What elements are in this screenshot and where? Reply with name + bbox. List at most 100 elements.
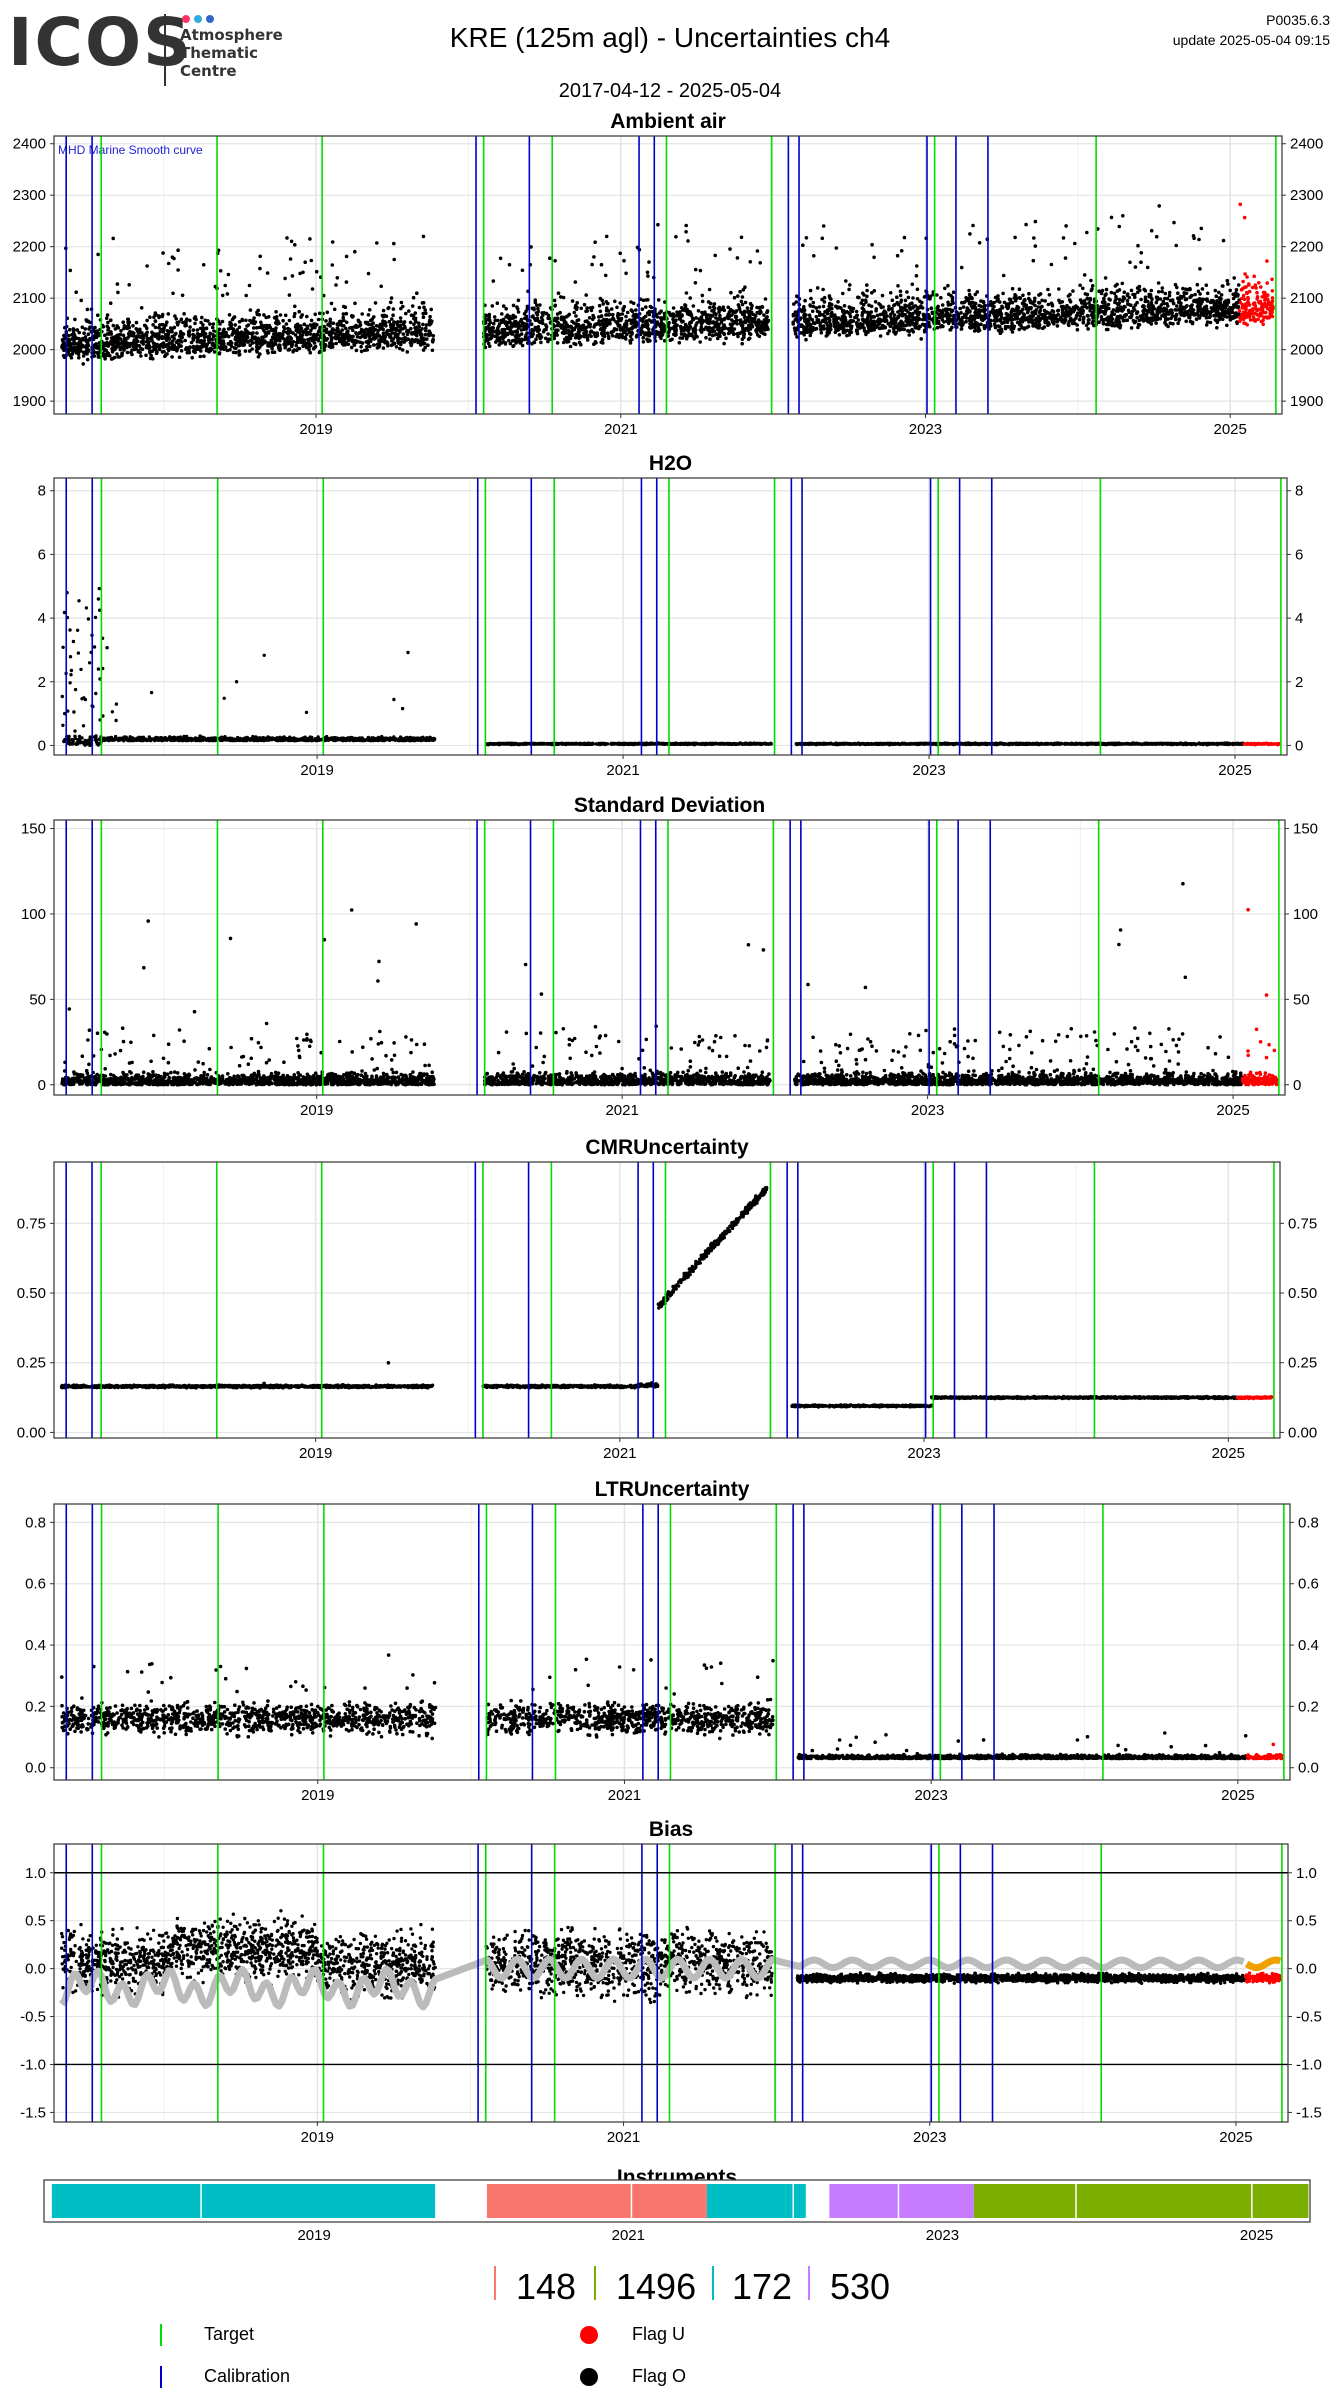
y-tick-label: -0.5: [1296, 2009, 1322, 2026]
y-tick-label: 0.75: [1288, 1215, 1317, 1232]
x-tick-label: 2021: [612, 2227, 645, 2244]
instrument-530-label: 530: [830, 2266, 891, 2307]
y-tick-label: 150: [1293, 821, 1318, 838]
x-tick-label: 2023: [914, 1787, 947, 1804]
data-points-flag-o: [60, 881, 1244, 1087]
y-tick-label: 0: [38, 1077, 46, 1094]
y-tick-label: 4: [1295, 610, 1303, 627]
y-tick-label: 0.50: [17, 1285, 46, 1302]
y-tick-label: 0.0: [1296, 1961, 1317, 1978]
y-tick-label: 2: [38, 674, 46, 691]
x-tick-label: 2021: [605, 1102, 638, 1119]
y-tick-label: 2300: [1290, 187, 1323, 204]
y-tick-label: 100: [1293, 906, 1318, 923]
y-tick-label: 2100: [13, 290, 46, 307]
x-tick-label: 2021: [608, 1787, 641, 1804]
instrument-148-swatch: [494, 2266, 496, 2300]
data-points-flag-o: [60, 204, 1242, 366]
data-points-flag-o: [59, 1185, 1240, 1409]
y-tick-label: 0.25: [17, 1355, 46, 1372]
y-tick-label: 0.6: [1298, 1576, 1319, 1593]
panel-5: Bias -1.5 -1.5 -1.0 -1.0 -0.5 -0.5 0.0 0.0 0.5 0.5…: [20, 1818, 1322, 2146]
x-tick-label: 2025: [1240, 2227, 1273, 2244]
y-tick-label: 2400: [1290, 136, 1323, 153]
instrument-1496-swatch: [594, 2266, 596, 2300]
panel-title: Ambient air: [610, 110, 726, 133]
x-tick-label: 2019: [297, 2227, 330, 2244]
y-tick-label: 2000: [1290, 342, 1323, 359]
x-tick-label: 2019: [299, 421, 332, 438]
legend-flag-o-label: Flag O: [632, 2366, 687, 2386]
y-tick-label: 8: [38, 483, 46, 500]
plot-frame: [53, 819, 1286, 1096]
y-tick-label: 2400: [13, 136, 46, 153]
data-points-flag-u: [1240, 907, 1279, 1087]
panel-1: H2O 0 0 2 2 4 4 6 6 8 8 2019 2021 2023 2025: [38, 452, 1304, 779]
panel-title: LTRUncertainty: [595, 1478, 750, 1501]
data-points-flag-o: [60, 1653, 1249, 1761]
icos-logo: ICOS: [8, 4, 193, 81]
x-tick-label: 2021: [604, 421, 637, 438]
instrument-segment-172: [51, 2184, 436, 2218]
instrument-segment-172: [785, 2184, 806, 2218]
x-tick-label: 2019: [300, 762, 333, 779]
panel-title: Bias: [649, 1818, 693, 1841]
smooth-curve: [59, 1955, 1245, 2011]
panel-title: CMRUncertainty: [585, 1136, 749, 1159]
logo-dot-blue: [194, 15, 202, 23]
y-tick-label: -1.0: [1296, 2056, 1322, 2073]
instrument-segment-148: [486, 2184, 707, 2218]
x-tick-label: 2019: [301, 1787, 334, 1804]
legend-target-swatch: [160, 2324, 162, 2346]
x-tick-label: 2023: [913, 2129, 946, 2146]
x-tick-label: 2025: [1214, 421, 1247, 438]
y-tick-label: 0.8: [25, 1514, 46, 1531]
panel-2: Standard Deviation 0 0 50 50 100 100 150 150 2019…: [21, 794, 1318, 1119]
x-tick-label: 2023: [912, 762, 945, 779]
x-tick-label: 2023: [909, 421, 942, 438]
y-tick-label: -1.0: [20, 2056, 46, 2073]
y-tick-label: 0: [1293, 1077, 1301, 1094]
y-tick-label: 0: [38, 737, 46, 754]
y-tick-label: 2300: [13, 187, 46, 204]
y-tick-label: 0.0: [25, 1760, 46, 1777]
instrument-530-swatch: [808, 2266, 810, 2300]
y-tick-label: 0.5: [25, 1913, 46, 1930]
logo-dot-pink: [182, 15, 190, 23]
x-tick-label: 2023: [907, 1445, 940, 1462]
y-tick-label: 6: [38, 546, 46, 563]
plot-frame: [53, 1161, 1281, 1439]
x-tick-label: 2019: [301, 2129, 334, 2146]
y-tick-label: 50: [1293, 991, 1310, 1008]
instrument-segment-530: [829, 2184, 974, 2218]
x-tick-label: 2021: [607, 2129, 640, 2146]
x-tick-label: 2025: [1216, 1102, 1249, 1119]
x-tick-label: 2021: [606, 762, 639, 779]
y-tick-label: 4: [38, 610, 46, 627]
x-tick-label: 2025: [1218, 762, 1251, 779]
y-tick-label: 0.0: [25, 1961, 46, 1978]
x-tick-label: 2025: [1221, 1787, 1254, 1804]
logo-divider: [164, 14, 166, 86]
version-label: P0035.6.3: [1266, 12, 1330, 28]
y-tick-label: 2000: [13, 342, 46, 359]
data-points-flag-u: [1243, 1971, 1282, 1985]
y-tick-label: 6: [1295, 546, 1303, 563]
instrument-segment-172: [706, 2184, 786, 2218]
x-tick-label: 2025: [1212, 1445, 1245, 1462]
legend-calibration-label: Calibration: [204, 2366, 291, 2386]
panel-0: Ambient air MHD Marine Smooth curve 1900 19…: [13, 110, 1324, 438]
logo-sub-1: Atmosphere: [180, 26, 283, 44]
y-tick-label: -0.5: [20, 2009, 46, 2026]
y-tick-label: 0.2: [25, 1698, 46, 1715]
plot-frame: [53, 1843, 1289, 2123]
y-tick-label: 1.0: [1296, 1865, 1317, 1882]
panel-title: Standard Deviation: [574, 794, 765, 817]
y-tick-label: 0.4: [25, 1637, 46, 1654]
y-tick-label: 0.5: [1296, 1913, 1317, 1930]
y-tick-label: 100: [21, 906, 46, 923]
y-tick-label: 1.0: [25, 1865, 46, 1882]
